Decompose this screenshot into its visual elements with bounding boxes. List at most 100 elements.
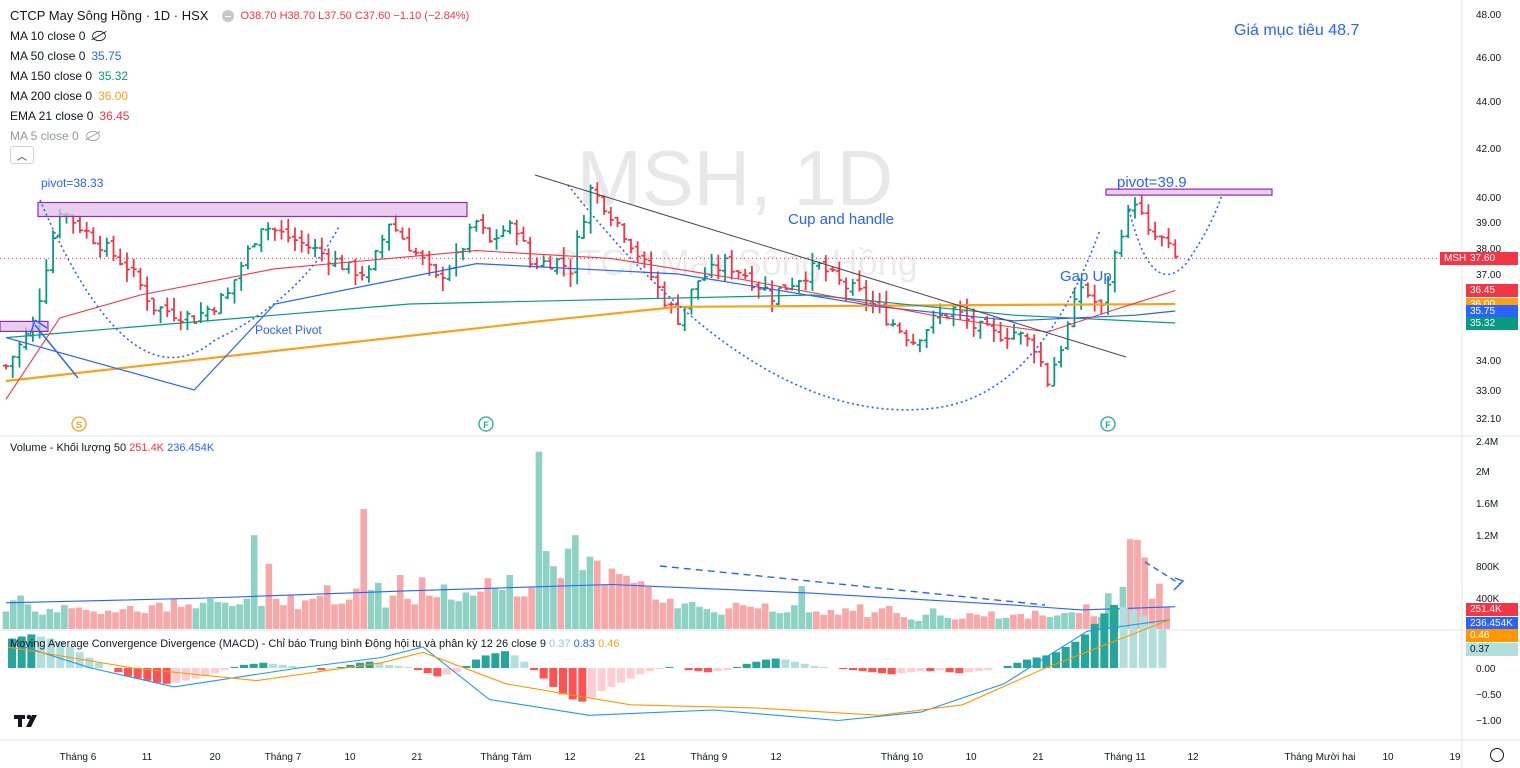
arrow-head [1173,577,1185,591]
volume-bar [294,609,302,629]
volume-bar [732,602,740,629]
macd-bar [926,668,935,672]
indicator-row[interactable]: MA 200 close 0 36.00 [10,86,469,106]
price-bar [688,288,695,315]
price-bar [1058,345,1065,368]
price-bar [910,333,917,346]
volume-bar [630,582,638,629]
volume-bar [323,585,331,629]
volume-bar [411,604,419,629]
pivot-label-2: pivot=39.9 [1117,174,1187,191]
volume-bar [1156,583,1163,629]
price-bar [634,241,641,263]
macd-bar [1052,652,1060,668]
trend-line [534,174,1127,358]
volume-bar [221,602,229,629]
watermark-symbol: MSH, 1D [577,134,893,222]
tradingview-logo-icon[interactable] [14,710,42,732]
indicator-row[interactable]: MA 10 close 0 [10,26,469,46]
price-bar [493,229,500,250]
handle-curve-2 [1127,194,1223,276]
macd-bar [694,668,703,672]
macd-bar [153,668,161,683]
volume-bar [287,595,294,629]
minus-circle-icon[interactable] [222,10,235,22]
indicator-row[interactable]: MA 150 close 0 35.32 [10,66,469,86]
macd-bar [259,662,268,668]
price-bar [527,237,534,268]
macd-bar [433,668,442,677]
volume-bar [521,596,528,629]
volume-bar [842,608,849,629]
macd-bar [636,668,645,675]
price-bar [332,250,339,268]
macd-legend-value1: 0.37 [549,638,571,650]
arrow-line [34,324,79,379]
volume-bar [652,599,659,629]
indicator-row[interactable]: MA 5 close 0 [10,126,469,146]
ohlc-open: O38.70 [240,10,277,22]
settings-gear-icon[interactable] [1490,748,1504,762]
price-bar [849,278,856,296]
price-bar [204,305,211,322]
eye-hidden-icon[interactable] [85,130,100,142]
price-bar [265,222,272,241]
volume-tick-label: 2M [1476,467,1490,478]
indicator-row[interactable]: EMA 21 close 0 36.45 [10,106,469,126]
price-bar [1084,282,1091,298]
volume-bar [637,581,645,629]
macd-bar [878,668,886,674]
volume-bar [396,574,404,629]
macd-legend-label[interactable]: Moving Average Convergence Divergence (M… [10,638,547,650]
macd-bar [17,636,26,668]
macd-bar [1081,634,1089,668]
volume-bar [572,535,579,629]
indicator-label: MA 10 close 0 [10,29,86,43]
macd-bar [269,663,277,668]
pivot-zone-0 [0,320,49,332]
macd-bar [375,662,384,668]
macd-bar [1090,623,1099,668]
price-bar [157,306,164,324]
macd-bar [336,666,345,668]
volume-bar [557,578,565,629]
volume-ma-tag: 236.454K [1466,616,1518,630]
volume-bar [214,601,221,629]
time-tick-label: 21 [634,752,646,763]
volume-legend-label[interactable]: Volume - Khối lượng 50 [10,442,127,454]
price-bar [1172,239,1179,259]
indicator-value: 35.32 [98,69,129,83]
volume-bar [915,621,922,629]
marker-circle [1100,416,1116,432]
price-bar [177,311,184,331]
volume-bar [995,618,1003,629]
volume-bar [783,612,791,629]
volume-bar [141,613,148,629]
time-tick-label: Tháng 6 [60,752,97,763]
pivot-zone-1 [37,201,468,218]
price-bar [365,265,372,283]
price-tick-label: 46.00 [1476,53,1501,64]
price-bar [923,328,930,349]
collapse-legend-button[interactable]: ︿ [10,146,34,164]
macd-bar [771,658,780,668]
eye-hidden-icon[interactable] [92,30,107,42]
macd-bar [346,664,355,668]
indicator-row[interactable]: MA 50 close 0 35.75 [10,46,469,66]
volume-bar [83,609,90,629]
price-bar [970,308,977,337]
macd-bar [733,666,741,668]
volume-bar [688,601,696,629]
volume-bar [477,591,484,629]
volume-bar [856,604,864,629]
volume-bar [966,613,973,629]
volume-bar [46,609,54,629]
symbol-title[interactable]: CTCP May Sông Hồng · 1D · HSX [10,8,209,23]
volume-bar [68,608,75,629]
volume-bar [418,577,426,629]
time-tick-label: 12 [1187,752,1199,763]
macd-bar [839,668,848,670]
time-tick-label: Tháng 11 [1104,752,1146,763]
macd-bar [278,664,287,668]
